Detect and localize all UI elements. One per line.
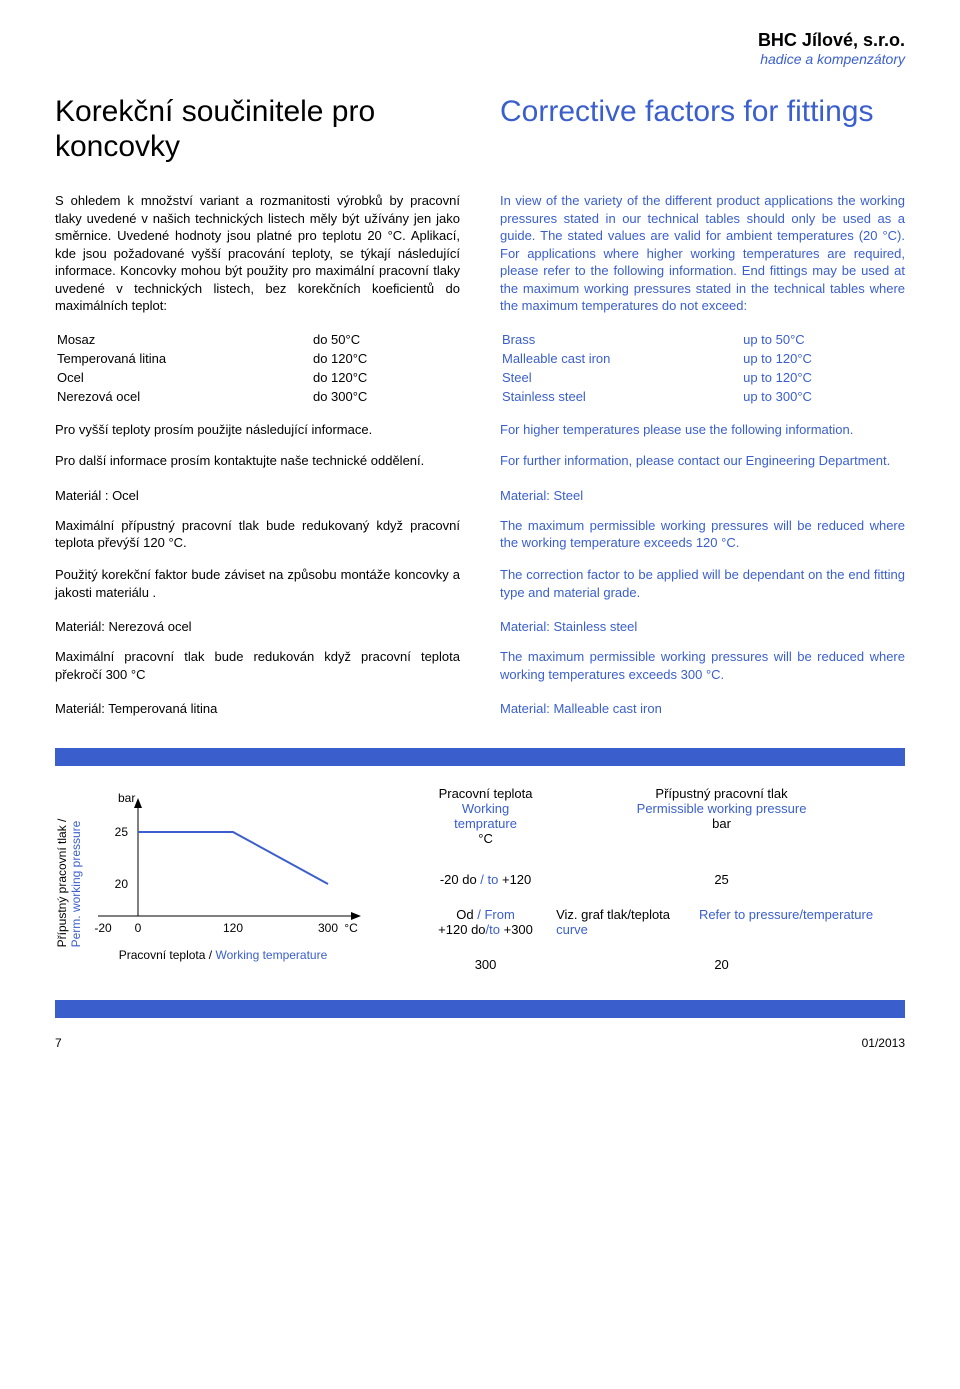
- material-ss-cz: Materiál: Nerezová ocel: [55, 619, 460, 634]
- further-en: For further information, please contact …: [500, 452, 905, 470]
- further-cz: Pro další informace prosím kontaktujte n…: [55, 452, 460, 470]
- cell-pressure: 20: [548, 947, 895, 982]
- title-row: Korekční součinitele pro koncovky Correc…: [55, 95, 905, 192]
- document-header: BHC Jílové, s.r.o. hadice a kompenzátory: [55, 30, 905, 67]
- material-limit: do 300°C: [273, 388, 458, 405]
- table-row: Stainless steelup to 300°C: [502, 388, 903, 405]
- page-number: 7: [55, 1036, 62, 1050]
- material-limit: do 120°C: [273, 369, 458, 386]
- table-row: Temperovaná litinado 120°C: [57, 350, 458, 367]
- material-limit: up to 300°C: [703, 388, 903, 405]
- materials-table-en: Brassup to 50°C Malleable cast ironup to…: [500, 329, 905, 407]
- y-label-cz: Přípustný pracovní tlak /: [55, 819, 69, 948]
- table-row: Nerezová oceldo 300°C: [57, 388, 458, 405]
- higher-en: For higher temperatures please use the f…: [500, 421, 905, 439]
- svg-text:300: 300: [318, 921, 338, 935]
- material-name: Stainless steel: [502, 388, 701, 405]
- ss-p-en: The maximum permissible working pressure…: [500, 648, 905, 683]
- chart: bar 20 25 -20 0 120 300 °C Pracovní teplota / W…: [83, 784, 363, 982]
- pressure-table: Pracovní teplota Working temprature °C P…: [423, 784, 895, 982]
- table-row: Brassup to 50°C: [502, 331, 903, 348]
- th-press-unit: bar: [712, 816, 731, 831]
- ss-p-cz: Maximální pracovní tlak bude redukován k…: [55, 648, 460, 683]
- material-steel-en: Material: Steel: [500, 488, 905, 503]
- th-press-en: Permissible working pressure: [637, 801, 807, 816]
- higher-cz: Pro vyšší teploty prosím použijte násled…: [55, 421, 460, 439]
- th-temp-unit: °C: [478, 831, 493, 846]
- svg-text:120: 120: [223, 921, 243, 935]
- data-table-wrap: Pracovní teplota Working temprature °C P…: [363, 784, 905, 982]
- material-name: Temperovaná litina: [57, 350, 271, 367]
- material-name: Brass: [502, 331, 701, 348]
- ss-body-row: Maximální pracovní tlak bude redukován k…: [55, 648, 905, 697]
- material-steel-cz: Materiál : Ocel: [55, 488, 460, 503]
- material-limit: up to 50°C: [703, 331, 903, 348]
- title-cz: Korekční součinitele pro koncovky: [55, 95, 460, 164]
- steel-p2-en: The correction factor to be applied will…: [500, 566, 905, 601]
- intro-row: S ohledem k množství variant a rozmanito…: [55, 192, 905, 329]
- intro-paragraph-cz: S ohledem k množství variant a rozmanito…: [55, 192, 460, 315]
- svg-text:25: 25: [115, 825, 129, 839]
- material-name: Ocel: [57, 369, 271, 386]
- svg-text:0: 0: [135, 921, 142, 935]
- company-subtitle: hadice a kompenzátory: [55, 51, 905, 67]
- steel-p1-cz: Maximální přípustný pracovní tlak bude r…: [55, 517, 460, 552]
- chart-table-block: Přípustný pracovní tlak / Perm. working …: [55, 748, 905, 1018]
- x-axis-label: Pracovní teplota / Working temperature: [83, 948, 363, 962]
- table-row: Steelup to 120°C: [502, 369, 903, 386]
- table-row: Od / From+120 do/to +300 Viz. graf tlak/…: [423, 897, 895, 947]
- material-limit: up to 120°C: [703, 350, 903, 367]
- mall-head-row: Materiál: Temperovaná litina Material: M…: [55, 697, 905, 730]
- y-label-en: Perm. working pressure: [69, 821, 83, 948]
- table-row: Oceldo 120°C: [57, 369, 458, 386]
- material-ss-en: Material: Stainless steel: [500, 619, 905, 634]
- materials-row: Mosazdo 50°C Temperovaná litinado 120°C …: [55, 329, 905, 421]
- th-temp-cz: Pracovní teplota: [439, 786, 533, 801]
- svg-text:20: 20: [115, 877, 129, 891]
- pressure-temperature-chart: bar 20 25 -20 0 120 300 °C: [83, 784, 363, 944]
- steel-p1-en: The maximum permissible working pressure…: [500, 517, 905, 552]
- intro-paragraph-en: In view of the variety of the different …: [500, 192, 905, 315]
- table-row: -20 do / to +120 25: [423, 862, 895, 897]
- material-name: Mosaz: [57, 331, 271, 348]
- table-row: Malleable cast ironup to 120°C: [502, 350, 903, 367]
- x-label-en: Working temperature: [215, 948, 327, 962]
- steel-head-row: Materiál : Ocel Material: Steel: [55, 484, 905, 517]
- material-mall-en: Material: Malleable cast iron: [500, 701, 905, 716]
- table-row: 300 20: [423, 947, 895, 982]
- further-row: Pro další informace prosím kontaktujte n…: [55, 452, 905, 484]
- steel-p2-cz: Použitý korekční faktor bude záviset na …: [55, 566, 460, 601]
- page-date: 01/2013: [862, 1036, 905, 1050]
- th-temp-en: Working temprature: [454, 801, 517, 831]
- cell-pressure: 25: [548, 862, 895, 897]
- company-name: BHC Jílové, s.r.o.: [55, 30, 905, 51]
- ss-head-row: Materiál: Nerezová ocel Material: Stainl…: [55, 615, 905, 648]
- higher-temp-row: Pro vyšší teploty prosím použijte násled…: [55, 421, 905, 453]
- th-press-cz: Přípustný pracovní tlak: [655, 786, 787, 801]
- table-header-row: Pracovní teplota Working temprature °C P…: [423, 784, 895, 862]
- page: BHC Jílové, s.r.o. hadice a kompenzátory…: [0, 0, 960, 1070]
- x-label-cz: Pracovní teplota /: [119, 948, 216, 962]
- steel-body-row: Maximální přípustný pracovní tlak bude r…: [55, 517, 905, 615]
- material-name: Nerezová ocel: [57, 388, 271, 405]
- svg-text:-20: -20: [94, 921, 112, 935]
- material-limit: up to 120°C: [703, 369, 903, 386]
- title-en: Corrective factors for fittings: [500, 95, 905, 130]
- svg-text:°C: °C: [344, 921, 358, 935]
- material-mall-cz: Materiál: Temperovaná litina: [55, 701, 460, 716]
- cell-temp: 300: [423, 947, 548, 982]
- material-name: Steel: [502, 369, 701, 386]
- material-limit: do 50°C: [273, 331, 458, 348]
- svg-text:bar: bar: [118, 791, 135, 805]
- material-limit: do 120°C: [273, 350, 458, 367]
- y-axis-label: Přípustný pracovní tlak / Perm. working …: [55, 784, 83, 982]
- table-row: Mosazdo 50°C: [57, 331, 458, 348]
- materials-table-cz: Mosazdo 50°C Temperovaná litinado 120°C …: [55, 329, 460, 407]
- material-name: Malleable cast iron: [502, 350, 701, 367]
- page-footer: 7 01/2013: [55, 1018, 905, 1050]
